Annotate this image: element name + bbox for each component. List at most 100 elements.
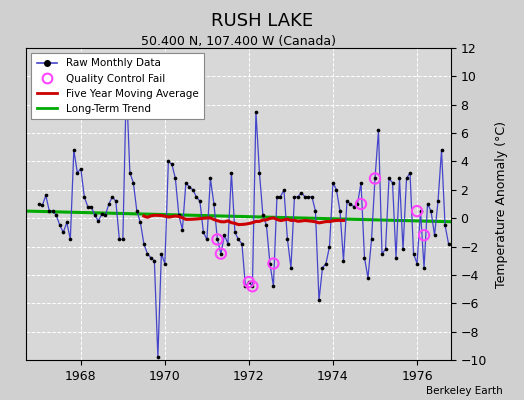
Point: [238, 240, 246, 247]
Point: [154, 354, 162, 360]
Point: [287, 265, 295, 271]
Point: [192, 194, 201, 200]
Point: [315, 297, 323, 304]
Point: [217, 250, 225, 257]
Point: [133, 208, 141, 214]
Point: [374, 127, 383, 134]
Point: [329, 180, 337, 186]
Point: [441, 222, 449, 228]
Point: [248, 283, 257, 290]
Point: [66, 236, 74, 243]
Legend: Raw Monthly Data, Quality Control Fail, Five Year Moving Average, Long-Term Tren: Raw Monthly Data, Quality Control Fail, …: [31, 53, 204, 119]
Point: [280, 187, 288, 193]
Point: [217, 250, 225, 257]
Point: [266, 260, 274, 267]
Point: [136, 219, 145, 226]
Point: [231, 229, 239, 236]
Point: [385, 175, 393, 182]
Point: [52, 212, 61, 218]
Point: [45, 208, 53, 214]
Point: [185, 184, 193, 190]
Point: [353, 201, 362, 207]
Point: [395, 175, 403, 182]
Point: [304, 194, 313, 200]
Point: [283, 236, 292, 243]
Point: [371, 175, 379, 182]
Point: [38, 202, 47, 209]
Text: Berkeley Earth: Berkeley Earth: [427, 386, 503, 396]
Point: [195, 198, 204, 204]
Point: [413, 260, 421, 267]
Point: [101, 212, 110, 218]
Point: [157, 250, 166, 257]
Point: [210, 201, 218, 207]
Point: [245, 279, 253, 285]
Point: [115, 236, 124, 243]
Point: [255, 170, 264, 176]
Point: [241, 283, 249, 290]
Point: [182, 180, 190, 186]
Point: [427, 208, 435, 214]
Point: [423, 201, 432, 207]
Point: [140, 240, 148, 247]
Point: [357, 180, 365, 186]
Point: [406, 170, 414, 176]
Point: [325, 243, 334, 250]
Point: [118, 236, 127, 243]
Point: [262, 222, 270, 228]
Point: [91, 212, 99, 218]
Point: [350, 204, 358, 210]
Point: [416, 208, 424, 214]
Point: [97, 211, 106, 217]
Y-axis label: Temperature Anomaly (°C): Temperature Anomaly (°C): [495, 120, 508, 288]
Point: [234, 236, 243, 243]
Point: [252, 109, 260, 115]
Point: [108, 194, 116, 200]
Point: [273, 194, 281, 200]
Point: [318, 265, 326, 271]
Point: [112, 198, 120, 204]
Point: [402, 175, 411, 182]
Point: [259, 212, 267, 218]
Point: [364, 274, 372, 281]
Point: [63, 219, 71, 226]
Point: [434, 198, 442, 204]
Point: [438, 147, 446, 153]
Point: [84, 204, 92, 210]
Point: [126, 170, 134, 176]
Point: [161, 260, 169, 267]
Point: [371, 175, 379, 182]
Point: [399, 246, 407, 252]
Point: [77, 165, 85, 172]
Point: [409, 250, 418, 257]
Point: [122, 80, 130, 87]
Point: [339, 258, 347, 264]
Point: [220, 232, 228, 238]
Point: [199, 229, 208, 236]
Point: [213, 236, 222, 243]
Point: [301, 194, 309, 200]
Point: [73, 170, 82, 176]
Point: [147, 255, 155, 261]
Point: [94, 218, 103, 224]
Point: [392, 255, 400, 261]
Point: [168, 161, 176, 168]
Point: [381, 246, 390, 252]
Point: [413, 208, 421, 214]
Point: [248, 283, 257, 290]
Point: [361, 255, 369, 261]
Point: [56, 222, 64, 228]
Point: [343, 198, 351, 204]
Point: [269, 283, 278, 290]
Point: [297, 190, 305, 196]
Point: [378, 250, 386, 257]
Point: [388, 180, 397, 186]
Point: [420, 232, 428, 238]
Point: [227, 170, 236, 176]
Point: [150, 258, 159, 264]
Point: [336, 208, 344, 214]
Point: [332, 187, 341, 193]
Point: [80, 194, 89, 200]
Point: [290, 194, 299, 200]
Point: [213, 236, 222, 243]
